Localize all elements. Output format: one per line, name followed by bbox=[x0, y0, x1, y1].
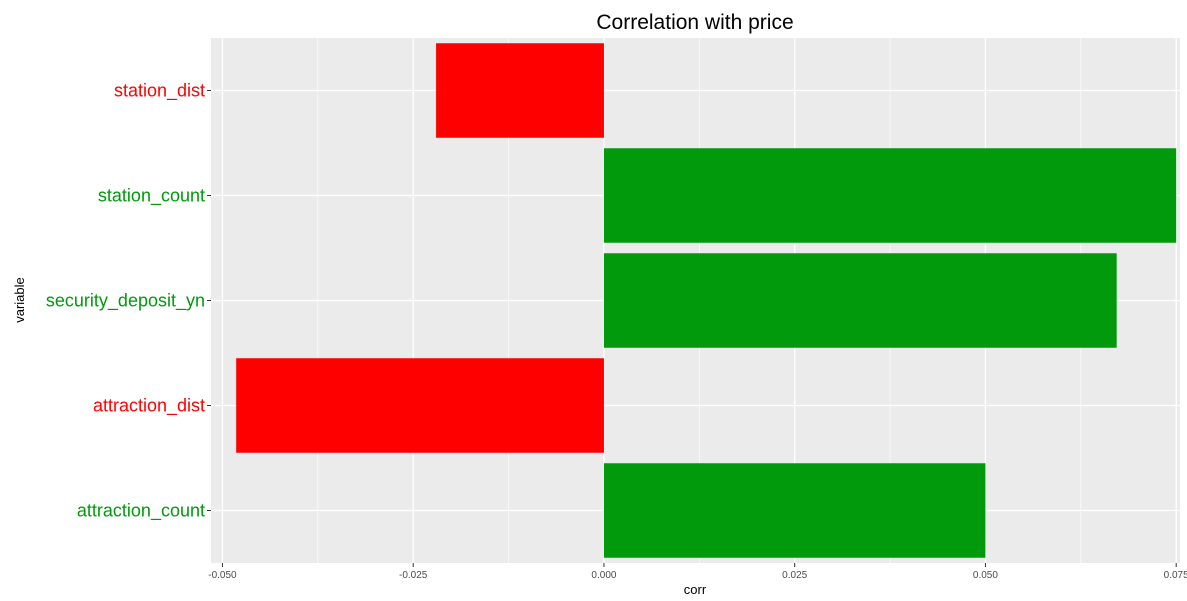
chart-title: Correlation with price bbox=[596, 11, 793, 34]
bar-attraction-dist bbox=[236, 358, 604, 453]
y-axis: station_dist station_count security_deposi… bbox=[46, 81, 211, 522]
x-tick-label: -0.025 bbox=[399, 570, 428, 581]
y-tick-label: station_dist bbox=[114, 81, 205, 102]
y-tick-label: attraction_dist bbox=[93, 396, 205, 417]
plot-panel bbox=[211, 38, 1180, 563]
x-axis-title: corr bbox=[684, 582, 707, 597]
x-tick-label: 0.000 bbox=[591, 570, 616, 581]
y-axis-title: variable bbox=[12, 277, 27, 323]
x-tick-label: -0.050 bbox=[208, 570, 237, 581]
bars bbox=[236, 43, 1177, 558]
x-tick-label: 0.050 bbox=[973, 570, 998, 581]
y-tick-label: security_deposit_yn bbox=[46, 291, 205, 312]
bar-station-count bbox=[603, 148, 1177, 243]
y-tick-label: station_count bbox=[98, 186, 205, 207]
x-tick-label: 0.075 bbox=[1164, 570, 1187, 581]
bar-security-deposit-yn bbox=[603, 253, 1117, 348]
y-tick-label: attraction_count bbox=[77, 501, 205, 522]
x-axis: -0.050 -0.025 0.000 0.025 0.050 0.075 bbox=[208, 563, 1187, 581]
bar-attraction-count bbox=[603, 463, 986, 558]
x-tick-label: 0.025 bbox=[782, 570, 807, 581]
bar-station-dist bbox=[436, 43, 604, 138]
